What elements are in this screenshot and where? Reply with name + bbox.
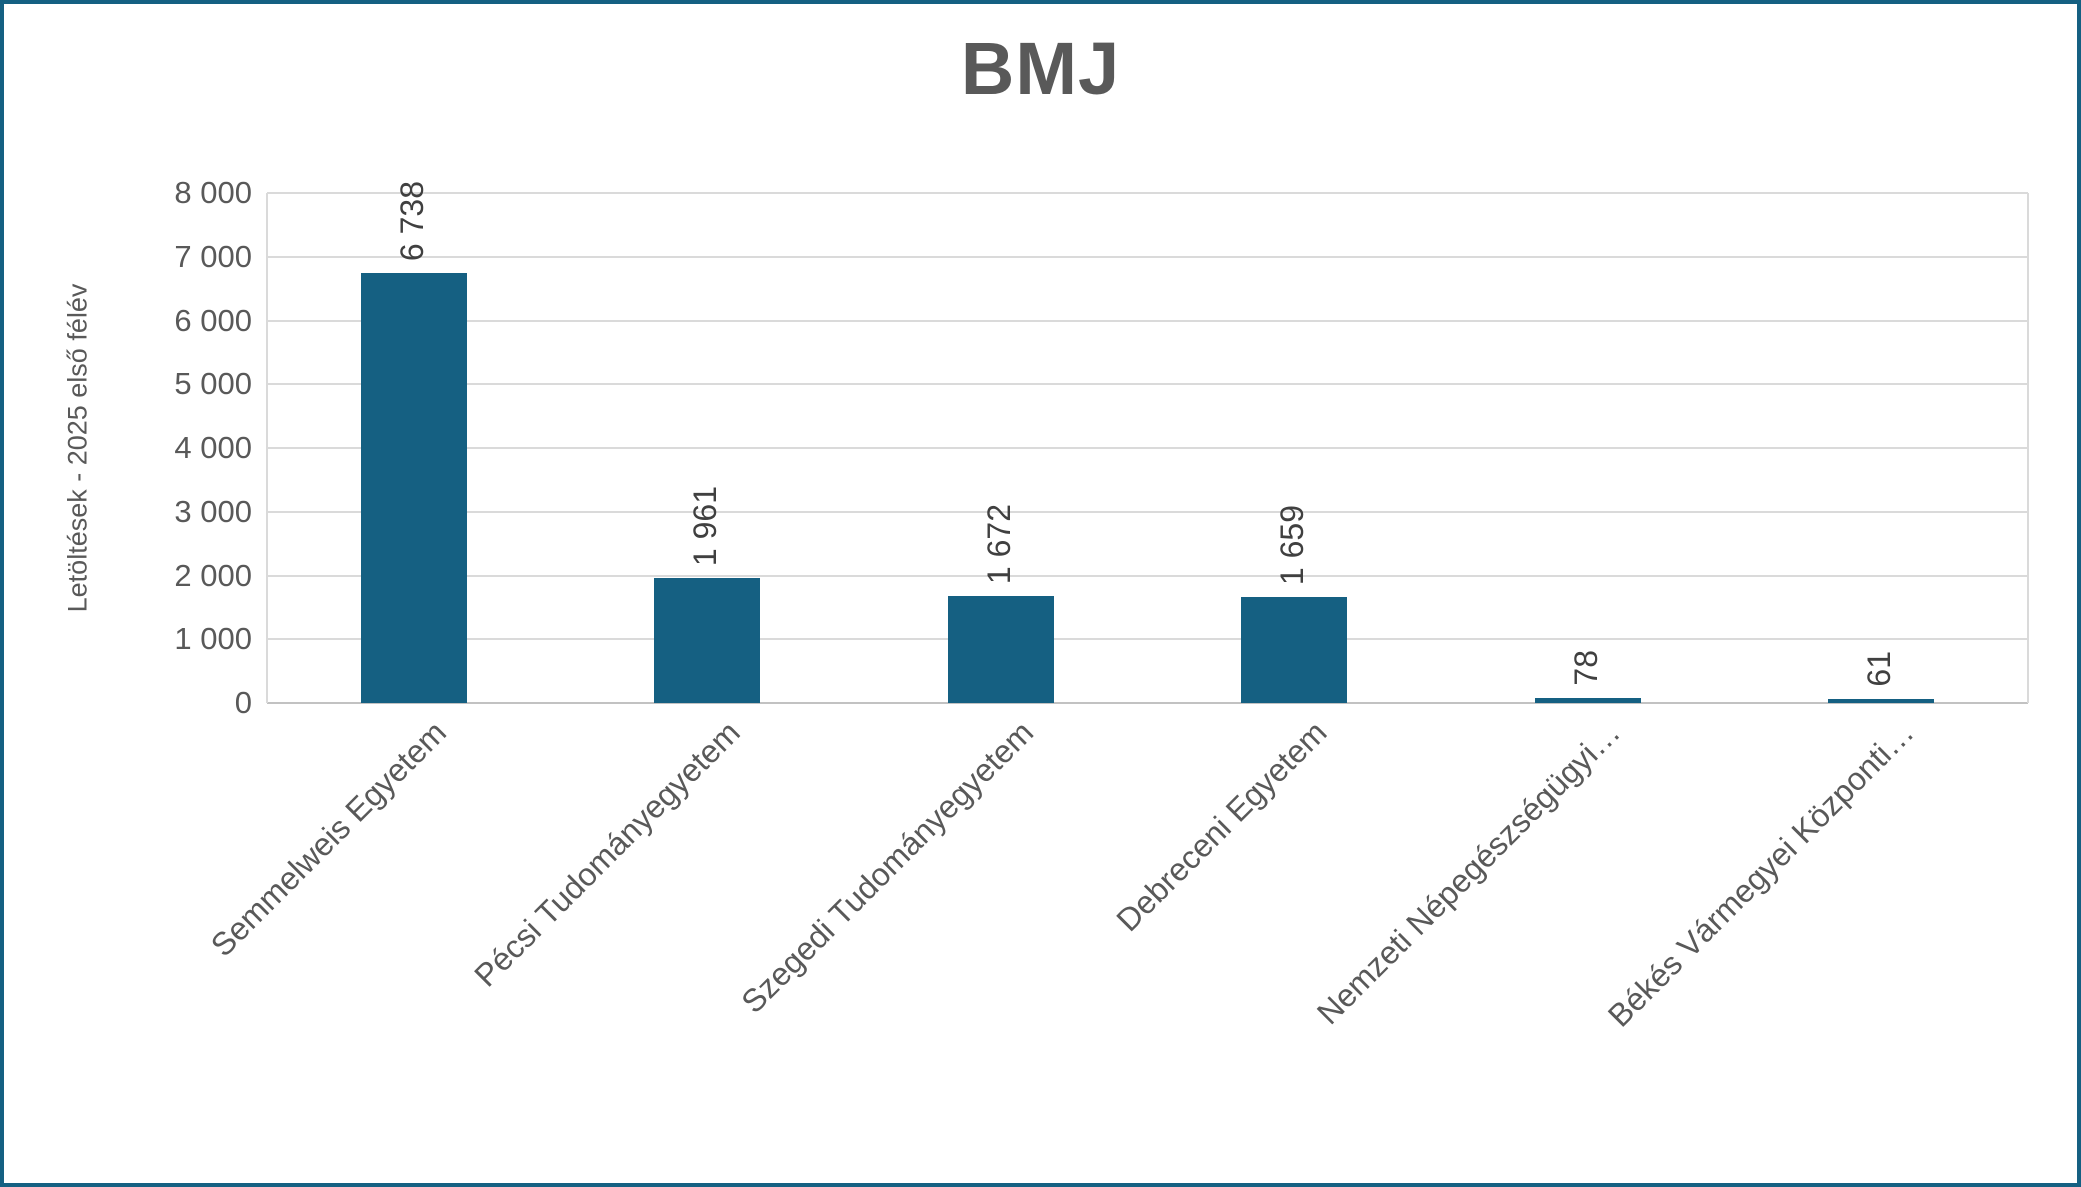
bar	[948, 596, 1054, 703]
y-tick-label: 1 000	[174, 621, 252, 657]
bar	[654, 578, 760, 703]
y-tick-label: 0	[234, 685, 252, 720]
y-tick-label: 4 000	[174, 430, 252, 465]
bar	[1828, 699, 1934, 703]
y-tick-label: 5 000	[174, 366, 252, 402]
x-category-label: Nemzeti Népegészségügyi…	[1309, 714, 1628, 1032]
x-category-label: Semmelweis Egyetem	[203, 714, 454, 964]
x-category-label: Pécsi Tudományegyetem	[467, 714, 747, 994]
plot-left-border	[266, 193, 268, 703]
bar-value-label: 1 659	[1274, 504, 1311, 585]
x-category-label: Debreceni Egyetem	[1109, 714, 1334, 939]
plot-right-border	[2027, 193, 2029, 703]
y-tick-label: 7 000	[174, 238, 252, 274]
x-category-label: Szegedi Tudományegyetem	[734, 714, 1041, 1020]
x-category-label: Békés Vármegyei Központi…	[1600, 714, 1921, 1034]
gridline	[267, 447, 2028, 449]
bar-value-label: 6 738	[393, 180, 430, 261]
gridline	[267, 638, 2028, 641]
chart-title: BMJ	[960, 27, 1121, 110]
gridline	[267, 192, 2028, 194]
bar-value-label: 78	[1567, 650, 1604, 686]
bar-value-label: 61	[1861, 651, 1898, 687]
bar-value-label: 1 672	[980, 503, 1017, 584]
y-tick-label: 8 000	[174, 175, 252, 210]
y-tick-label: 3 000	[174, 493, 252, 529]
bar	[361, 273, 467, 703]
bar	[1241, 597, 1347, 703]
y-tick-label: 6 000	[174, 302, 252, 338]
gridline	[267, 510, 2028, 513]
gridline	[267, 255, 2028, 258]
gridline	[267, 574, 2028, 577]
gridline	[267, 383, 2028, 386]
bar	[1535, 698, 1641, 703]
bar-value-label: 1 961	[687, 485, 724, 566]
x-axis-line	[267, 702, 2028, 704]
gridline	[267, 319, 2028, 322]
y-tick-label: 2 000	[174, 557, 252, 593]
